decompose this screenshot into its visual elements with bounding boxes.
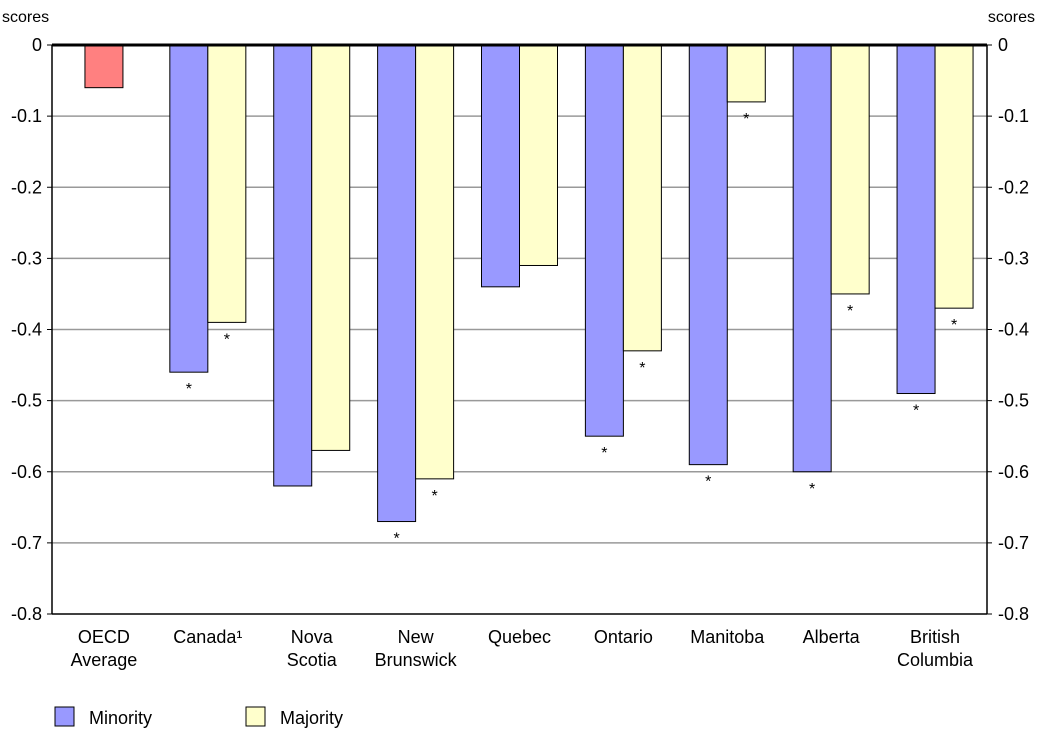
bar-majority: [207, 44, 247, 323]
axes: [51, 43, 988, 615]
significance-star: *: [224, 331, 230, 348]
x-category-label: Brunswick: [375, 650, 458, 670]
x-category-label: Average: [71, 650, 138, 670]
x-category-label: OECD: [78, 627, 130, 647]
bar-minority: [584, 44, 624, 437]
bar-majority: [415, 44, 455, 480]
bar-oecd-average: [84, 44, 124, 89]
bar-minority: [169, 44, 209, 373]
significance-star: *: [393, 531, 399, 548]
significance-star: *: [601, 445, 607, 462]
significance-star: *: [186, 381, 192, 398]
y-tick-label-left: -0.5: [11, 391, 42, 411]
y-tick-label-left: -0.4: [11, 320, 42, 340]
x-category-label: New: [398, 627, 435, 647]
bar-majority: [519, 44, 558, 266]
significance-star: *: [951, 317, 957, 334]
bar-minority: [377, 44, 417, 523]
y-tick-label-left: -0.8: [11, 604, 42, 624]
x-category-label: British: [910, 627, 960, 647]
y-ticks-left: 0 -0.1 -0.2 -0.3 -0.4 -0.5 -0.6 -0.7 -0.8: [11, 35, 52, 624]
y-ticks-right: 0 -0.1 -0.2 -0.3 -0.4 -0.5 -0.6 -0.7 -0.8: [987, 35, 1029, 624]
x-category-label: Scotia: [287, 650, 338, 670]
category-labels: OECD Average Canada¹ Nova Scotia New Brunswick…: [71, 627, 974, 670]
bar-minority: [792, 44, 832, 473]
bar-majority: [311, 44, 351, 451]
significance-star: *: [847, 303, 853, 320]
bar-majority: [726, 44, 766, 103]
legend: Minority Majority: [54, 706, 343, 728]
y-tick-label-right: -0.5: [998, 391, 1029, 411]
bar-majority: [622, 44, 662, 352]
y-axis-left-title: scores: [2, 9, 49, 26]
significance-markers: * * * * * * * * * * * *: [186, 111, 957, 548]
y-tick-label-right: -0.1: [998, 106, 1029, 126]
significance-star: *: [639, 360, 645, 377]
x-category-label: Columbia: [897, 650, 974, 670]
significance-star: *: [705, 474, 711, 491]
significance-star: *: [913, 403, 919, 420]
legend-swatch-majority: [245, 706, 266, 727]
x-category-label: Quebec: [488, 627, 551, 647]
legend-label-majority: Majority: [280, 708, 343, 728]
y-tick-label-right: -0.6: [998, 462, 1029, 482]
significance-star: *: [809, 481, 815, 498]
x-category-label: Alberta: [803, 627, 861, 647]
y-tick-label-left: -0.6: [11, 462, 42, 482]
y-tick-label-right: -0.4: [998, 320, 1029, 340]
bar-minority: [481, 44, 520, 288]
y-tick-label-right: -0.8: [998, 604, 1029, 624]
significance-star: *: [743, 111, 749, 128]
y-tick-label-right: -0.7: [998, 533, 1029, 553]
bars: [84, 44, 974, 523]
y-axis-right-title: scores: [988, 9, 1035, 26]
x-category-label: Canada¹: [173, 627, 242, 647]
x-category-label: Ontario: [594, 627, 653, 647]
x-category-label: Manitoba: [690, 627, 765, 647]
x-category-label: Nova: [291, 627, 334, 647]
significance-star: *: [431, 488, 437, 505]
y-tick-label-left: -0.7: [11, 533, 42, 553]
y-tick-label-right: 0: [998, 35, 1008, 55]
y-tick-label-left: 0: [32, 35, 42, 55]
y-tick-label-left: -0.2: [11, 177, 42, 197]
y-tick-label-left: -0.3: [11, 248, 42, 268]
y-tick-label-right: -0.2: [998, 177, 1029, 197]
bar-minority: [896, 44, 936, 395]
y-tick-label-right: -0.3: [998, 248, 1029, 268]
bar-minority: [688, 44, 728, 466]
legend-label-minority: Minority: [89, 708, 152, 728]
bar-minority: [273, 44, 313, 487]
legend-swatch-minority: [54, 706, 75, 727]
bar-majority: [830, 44, 870, 295]
bar-majority: [934, 44, 974, 309]
y-tick-label-left: -0.1: [11, 106, 42, 126]
